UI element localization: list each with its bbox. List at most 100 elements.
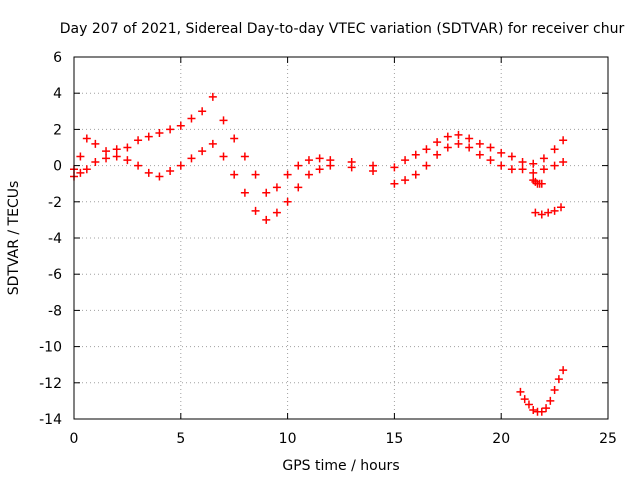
data-point (304, 156, 313, 165)
data-point (208, 139, 217, 148)
data-point (550, 386, 559, 395)
data-point (546, 396, 555, 405)
data-point (134, 136, 143, 145)
data-point (144, 168, 153, 177)
data-point (219, 116, 228, 125)
data-point (187, 154, 196, 163)
data-point (82, 165, 91, 174)
data-point (240, 188, 249, 197)
data-point (155, 172, 164, 181)
data-point (465, 143, 474, 152)
data-point (240, 152, 249, 161)
x-tick-labels: 0 5 10 15 20 25 (70, 431, 617, 447)
data-point (454, 130, 463, 139)
data-point (539, 154, 548, 163)
data-point (518, 165, 527, 174)
data-point (401, 156, 410, 165)
data-point (315, 154, 324, 163)
data-point (369, 167, 378, 176)
y-axis-title: SDTVAR / TECUs (6, 181, 22, 296)
data-point (497, 161, 506, 170)
data-point (516, 387, 525, 396)
y-tick-label: 4 (53, 86, 62, 102)
data-point (524, 400, 533, 409)
data-point (433, 138, 442, 147)
data-point (76, 152, 85, 161)
data-point (123, 143, 132, 152)
series-band-upper (70, 92, 568, 197)
x-tick-label: 20 (492, 431, 510, 447)
x-tick-label: 5 (176, 431, 185, 447)
data-point (294, 183, 303, 192)
data-point (198, 147, 207, 156)
data-point (550, 206, 559, 215)
data-point (486, 156, 495, 165)
y-tick-label: -2 (48, 195, 62, 211)
data-point (262, 188, 271, 197)
data-point (559, 157, 568, 166)
y-tick-label: 0 (53, 159, 62, 175)
data-point (112, 152, 121, 161)
data-point (123, 156, 132, 165)
data-point (315, 165, 324, 174)
data-point (326, 161, 335, 170)
y-tick-label: -14 (39, 412, 62, 428)
data-point (529, 168, 538, 177)
data-point (531, 208, 540, 217)
data-point (294, 161, 303, 170)
data-point (251, 206, 260, 215)
data-point (112, 145, 121, 154)
data-point (176, 161, 185, 170)
axis-ticks (73, 56, 609, 420)
data-point (507, 165, 516, 174)
data-point (542, 404, 551, 413)
data-point (475, 139, 484, 148)
data-point (454, 139, 463, 148)
data-point (465, 134, 474, 143)
data-point (559, 366, 568, 375)
x-axis-title: GPS time / hours (282, 458, 399, 474)
data-point (176, 121, 185, 130)
data-point (347, 163, 356, 172)
data-point (475, 150, 484, 159)
data-point (544, 208, 553, 217)
data-point (390, 179, 399, 188)
data-point (272, 183, 281, 192)
data-point (529, 405, 538, 414)
data-point (208, 92, 217, 101)
data-point (422, 161, 431, 170)
data-point (550, 145, 559, 154)
x-tick-label: 25 (599, 431, 617, 447)
data-point (390, 163, 399, 172)
data-point (529, 159, 538, 168)
data-point (91, 157, 100, 166)
data-point (497, 148, 506, 157)
data-point (537, 407, 546, 416)
data-point (230, 170, 239, 179)
data-point (559, 136, 568, 145)
data-point (219, 152, 228, 161)
series-segment-c (516, 366, 568, 416)
data-point (433, 150, 442, 159)
y-tick-label: 2 (53, 122, 62, 138)
data-point (422, 145, 431, 154)
data-point (134, 161, 143, 170)
data-point (520, 395, 529, 404)
data-point (537, 179, 546, 188)
data-point (272, 208, 281, 217)
data-points (70, 92, 568, 416)
data-point (187, 114, 196, 123)
data-point (166, 125, 175, 134)
series-segment-a (529, 176, 546, 188)
y-tick-label: -12 (39, 376, 62, 392)
data-point (155, 129, 164, 138)
data-point (550, 161, 559, 170)
series-band-lower (70, 139, 568, 224)
data-point (539, 165, 548, 174)
y-tick-label: -8 (48, 303, 62, 319)
data-point (76, 168, 85, 177)
data-point (443, 132, 452, 141)
data-point (537, 210, 546, 219)
data-point (262, 215, 271, 224)
